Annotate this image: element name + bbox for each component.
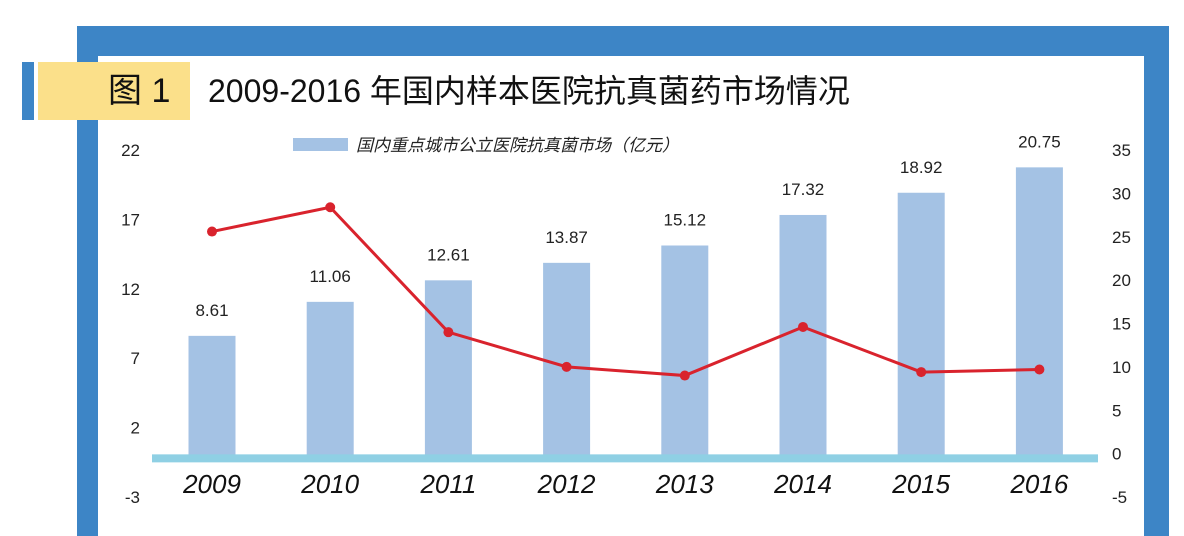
bar <box>897 192 945 456</box>
bar <box>661 245 709 456</box>
x-tick-label: 2011 <box>419 469 476 499</box>
header-accent-bar <box>22 62 34 120</box>
legend-label: 国内重点城市公立医院抗真菌市场（亿元） <box>356 136 679 156</box>
legend-swatch <box>293 138 348 151</box>
figure-label: 图 1 <box>108 72 171 110</box>
y-left-tick-label: 12 <box>121 280 140 299</box>
y-right-tick-label: 10 <box>1112 358 1131 377</box>
bar <box>779 214 827 456</box>
x-tick-label: 2010 <box>300 469 359 499</box>
x-tick-label: 2016 <box>1009 469 1068 499</box>
line-point <box>916 367 927 378</box>
bar-value-label: 17.32 <box>782 180 825 199</box>
y-right-tick-label: 0 <box>1112 445 1121 464</box>
line-series <box>211 205 1040 378</box>
y-left-tick-label: 7 <box>131 349 140 368</box>
y-right-tick-label: 35 <box>1112 141 1131 160</box>
line-point <box>679 370 690 381</box>
bar <box>424 280 472 456</box>
y-left-tick-label: 2 <box>131 419 140 438</box>
x-tick-label: 2013 <box>655 469 714 499</box>
line-point <box>561 361 572 372</box>
y-left-tick-label: 22 <box>121 141 140 160</box>
y-right-tick-label: 20 <box>1112 271 1131 290</box>
bar <box>543 262 591 456</box>
x-tick-label: 2009 <box>182 469 241 499</box>
y-right-tick-label: 25 <box>1112 228 1131 247</box>
bar-value-label: 12.61 <box>427 245 470 264</box>
bar-value-label: 11.06 <box>310 267 351 286</box>
bar-value-label: 15.12 <box>664 210 707 229</box>
x-tick-label: 2015 <box>891 469 950 499</box>
y-right-tick-label: -5 <box>1112 488 1127 507</box>
figure-badge <box>38 62 190 120</box>
y-right-tick-label: 30 <box>1112 184 1131 203</box>
chart-title: 2009-2016 年国内样本医院抗真菌药市场情况 <box>208 73 850 109</box>
line-point <box>1034 364 1045 375</box>
bar-value-label: 20.75 <box>1018 132 1061 151</box>
zero-baseline <box>152 454 1098 463</box>
x-tick-label: 2014 <box>773 469 832 499</box>
line-point <box>798 321 808 332</box>
y-left-tick-label: 17 <box>121 210 140 229</box>
y-left-tick-label: -3 <box>125 488 140 507</box>
bar-value-label: 8.61 <box>195 301 228 320</box>
bar-value-label: 13.87 <box>545 228 588 247</box>
line-point <box>207 226 217 237</box>
bar <box>306 301 354 456</box>
line-point <box>443 327 454 338</box>
line-point <box>325 202 336 213</box>
y-right-tick-label: 5 <box>1112 401 1121 420</box>
bar-value-label: 18.92 <box>900 158 943 177</box>
x-tick-label: 2012 <box>537 469 596 499</box>
bar <box>188 335 236 456</box>
bar <box>1015 167 1063 456</box>
y-right-tick-label: 15 <box>1112 315 1131 334</box>
